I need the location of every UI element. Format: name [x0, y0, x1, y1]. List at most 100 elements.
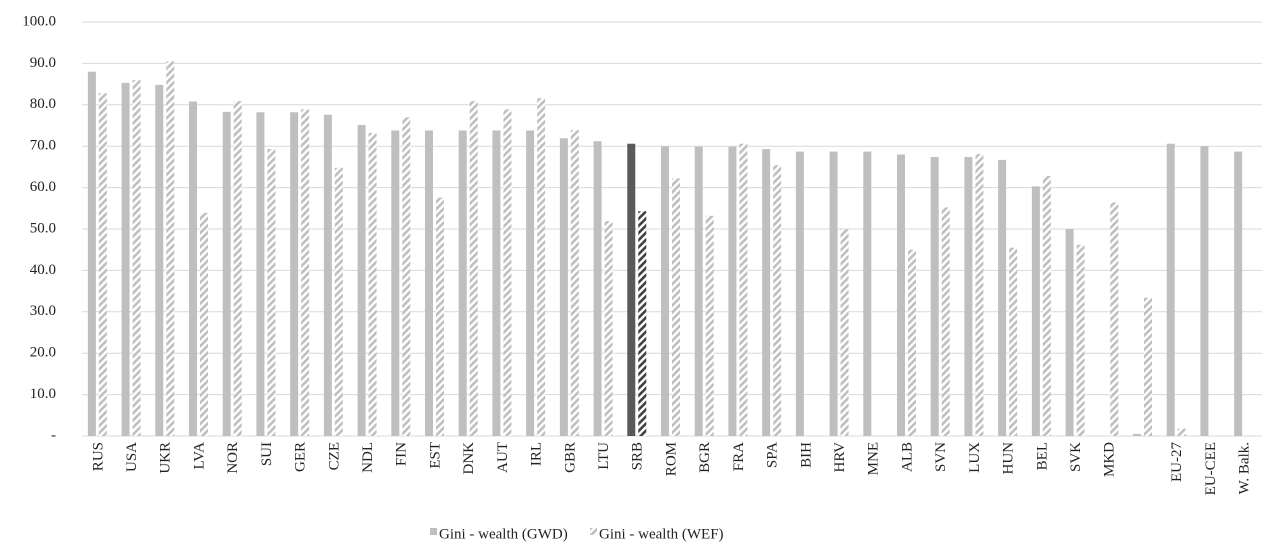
bar	[357, 125, 366, 436]
bar	[368, 132, 377, 436]
bar	[155, 84, 164, 436]
bar	[121, 82, 130, 436]
bar	[1144, 297, 1152, 436]
legend-label: Gini - wealth (GWD)	[439, 526, 568, 542]
y-tick-label: 20.0	[30, 345, 56, 361]
y-tick-label: 90.0	[30, 55, 56, 71]
y-tick-label: 40.0	[30, 262, 56, 278]
x-tick-label: HRV	[832, 442, 848, 473]
bar	[604, 221, 613, 436]
bar	[1133, 433, 1141, 436]
x-tick-label: AUT	[495, 442, 511, 473]
x-tick-label: NDL	[360, 442, 376, 473]
x-tick-label: LVA	[191, 442, 207, 470]
bar	[200, 212, 208, 436]
bar	[1234, 151, 1243, 436]
bar	[492, 130, 501, 436]
legend-swatch	[590, 528, 597, 535]
x-tick-label: LUX	[967, 442, 983, 473]
y-tick-label: 50.0	[30, 220, 56, 236]
bar	[795, 151, 804, 436]
x-tick-label: SUI	[259, 442, 275, 466]
bar	[391, 130, 400, 436]
legend-swatch	[430, 528, 437, 535]
bar	[593, 141, 602, 436]
bar	[425, 130, 433, 436]
bar	[1031, 186, 1040, 436]
bar	[661, 146, 669, 436]
y-tick-label: 100.0	[22, 13, 56, 29]
bar	[705, 215, 714, 436]
y-tick-label: 80.0	[30, 96, 56, 112]
bar	[98, 93, 107, 436]
bar	[290, 112, 299, 436]
bar	[998, 159, 1007, 436]
bar	[1200, 146, 1209, 436]
bar	[256, 112, 265, 436]
x-tick-label: BIH	[798, 442, 814, 468]
bar	[233, 101, 242, 436]
bar	[1177, 428, 1186, 436]
x-tick-label: GBR	[562, 442, 578, 473]
bar	[672, 178, 680, 436]
bar	[559, 138, 568, 437]
x-tick-label: SVN	[933, 442, 949, 472]
x-tick-label: DNK	[461, 442, 477, 475]
bar	[436, 197, 444, 436]
bar	[537, 98, 546, 437]
bar	[908, 249, 916, 436]
bar	[840, 229, 849, 436]
bar	[1166, 143, 1175, 436]
bar	[503, 109, 512, 436]
x-tick-label: MKD	[1102, 442, 1118, 477]
bar	[728, 146, 737, 436]
x-tick-label: SPA	[765, 442, 781, 468]
x-tick-label: W. Balk.	[1237, 442, 1253, 494]
x-tick-label: FIN	[394, 442, 410, 466]
bar	[975, 154, 984, 437]
y-tick-label: 10.0	[30, 386, 56, 402]
bar	[694, 146, 703, 436]
x-tick-label: EST	[427, 442, 443, 469]
y-tick-label: 70.0	[30, 138, 56, 154]
bar	[638, 211, 647, 436]
bar	[458, 130, 467, 436]
x-tick-label: UKR	[158, 442, 174, 474]
bar	[222, 111, 231, 436]
x-tick-label: MNE	[866, 442, 882, 475]
x-tick-label: USA	[124, 442, 140, 472]
bar	[1110, 202, 1119, 436]
bar	[189, 101, 197, 436]
bar	[930, 156, 939, 437]
bar	[863, 151, 872, 436]
bar	[1009, 247, 1018, 436]
x-tick-label: SRB	[630, 442, 646, 470]
x-tick-label: ALB	[899, 442, 915, 472]
bar	[1065, 229, 1074, 436]
x-tick-label: RUS	[90, 442, 106, 471]
x-tick-label: FRA	[731, 442, 747, 471]
x-tick-label: LTU	[596, 442, 612, 470]
bar	[526, 130, 535, 436]
x-tick-label: HUN	[1001, 442, 1017, 475]
x-tick-label: BGR	[697, 442, 713, 473]
bar	[166, 61, 175, 437]
x-tick-label: IRL	[529, 442, 545, 466]
y-tick-label: -	[51, 427, 56, 443]
bar	[323, 114, 332, 437]
bar	[1076, 244, 1085, 436]
bar	[773, 165, 782, 436]
bar	[739, 143, 748, 436]
x-tick-label: CZE	[326, 442, 342, 470]
bar	[267, 149, 276, 436]
bar	[334, 167, 343, 436]
x-tick-label: BEL	[1034, 442, 1050, 470]
y-tick-label: 60.0	[30, 179, 56, 195]
bar	[132, 79, 141, 437]
bar	[469, 101, 478, 436]
x-tick-label: SVK	[1068, 442, 1084, 472]
bar	[941, 207, 950, 436]
x-tick-label: GER	[293, 442, 309, 472]
bar	[964, 156, 973, 437]
